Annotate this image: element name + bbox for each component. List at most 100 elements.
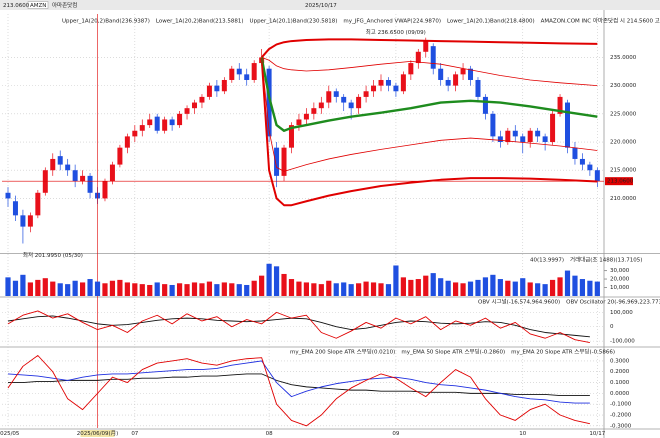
date-label: 2025/06/09(月): [77, 430, 119, 437]
candle-body: [482, 96, 488, 114]
candle-body: [385, 79, 391, 86]
volume-bar: [542, 284, 548, 296]
volume-bar: [132, 283, 138, 296]
y-tick-label: 230.0000: [610, 83, 637, 89]
candle-body: [505, 130, 511, 143]
volume-bar: [549, 279, 556, 296]
volume-bar: [520, 278, 526, 296]
candle-body: [572, 147, 578, 159]
y-tick-label: 100,000: [610, 310, 633, 316]
volume-bar: [579, 279, 586, 296]
series-line: [260, 57, 598, 207]
volume-bar: [415, 279, 421, 296]
y-tick-label: 0.0000: [610, 391, 630, 397]
x-tick-label: 08: [266, 431, 273, 437]
volume-bar: [348, 284, 354, 296]
candle-body: [42, 170, 48, 193]
candle-body: [527, 130, 533, 143]
toolbar-price: 213.0600: [3, 3, 30, 9]
volume-bar: [124, 282, 130, 296]
x-tick-label: 10/17: [589, 431, 605, 437]
candle-body: [371, 85, 377, 92]
candle-body: [251, 63, 257, 80]
volume-bar: [251, 280, 257, 296]
y-tick-label: 210.0000: [610, 196, 637, 202]
candle-body: [281, 147, 287, 176]
candle-body: [378, 79, 384, 86]
y-tick-label: -100,000: [610, 339, 635, 345]
toolbar-date: 2025/10/17: [305, 3, 337, 9]
volume-bar: [273, 266, 280, 296]
volume-bar: [57, 283, 63, 296]
volume-bar: [147, 284, 153, 296]
candle-body: [192, 102, 197, 109]
price-label: 213.0600: [607, 179, 634, 185]
candle-body: [177, 113, 183, 126]
volume-bar: [460, 283, 466, 296]
volume-bar: [87, 279, 93, 296]
candle-body: [460, 68, 466, 75]
volume-bar: [587, 280, 593, 296]
volume-bar: [199, 283, 205, 296]
toolbar: [0, 0, 660, 10]
candle-body: [363, 91, 369, 97]
candle-body: [72, 170, 78, 182]
x-tick-label: 09: [392, 431, 399, 437]
volume-bar: [378, 283, 384, 296]
series-line: [8, 373, 590, 396]
volume-bar: [65, 284, 71, 296]
legend-entry: OBV Oscillator 20(-96,969,223.7738): [566, 300, 660, 306]
legend-entry: AMAZON.COM INC 아마존닷컴 시 214.5600 고 214.80…: [541, 17, 660, 25]
candle-body: [50, 158, 56, 171]
y-tick-label: 0.2000: [610, 369, 630, 375]
legend-entry: my_JFG_Anchored VWAP(224.9870): [343, 19, 441, 25]
volume-bar: [505, 280, 511, 296]
volume-bar: [453, 282, 459, 296]
candle-body: [453, 74, 459, 86]
volume-bar: [475, 279, 481, 296]
candle-body: [117, 147, 123, 165]
candle-body: [132, 130, 138, 137]
volume-bar: [20, 274, 26, 296]
volume-bar: [557, 277, 563, 296]
series-line: [7, 315, 590, 338]
price-label-box: [605, 177, 633, 186]
volume-bar: [72, 280, 78, 296]
candle-body: [348, 102, 354, 109]
volume-bar: [497, 279, 503, 296]
volume-bar: [184, 284, 190, 296]
y-tick-label: 20,000: [610, 277, 630, 283]
x-tick-label: 07: [131, 431, 138, 437]
volume-bar: [423, 275, 429, 296]
volume-bar: [333, 283, 339, 296]
volume-bar: [236, 284, 242, 296]
candle-body: [579, 158, 585, 165]
candle-body: [169, 119, 175, 126]
candle-body: [124, 136, 130, 148]
volume-bar: [162, 284, 168, 296]
series-line: [261, 57, 598, 87]
y-tick-label: 30,000: [610, 268, 630, 274]
y-tick-label: 10,000: [610, 285, 630, 291]
candle-body: [206, 85, 212, 97]
candle-body: [139, 125, 145, 131]
symbol-box[interactable]: [27, 1, 49, 9]
legend-entry: OBV 시그널(-16,574,964.9600): [478, 298, 560, 306]
volume-bar: [572, 275, 578, 296]
candle-body: [400, 74, 406, 92]
legend-entry: 40(13.9997): [530, 258, 564, 264]
candle-body: [236, 68, 242, 75]
volume-bar: [467, 281, 474, 296]
candle-body: [341, 96, 347, 103]
candle-body: [102, 181, 108, 199]
volume-bar: [288, 279, 295, 296]
volume-bar: [490, 274, 496, 296]
candle-body: [542, 136, 548, 143]
candle-body: [57, 156, 63, 165]
volume-bar: [341, 282, 347, 296]
candle-body: [296, 119, 302, 126]
volume-bar: [176, 283, 183, 296]
y-tick-label: 0: [610, 324, 614, 330]
series-line: [7, 355, 590, 427]
